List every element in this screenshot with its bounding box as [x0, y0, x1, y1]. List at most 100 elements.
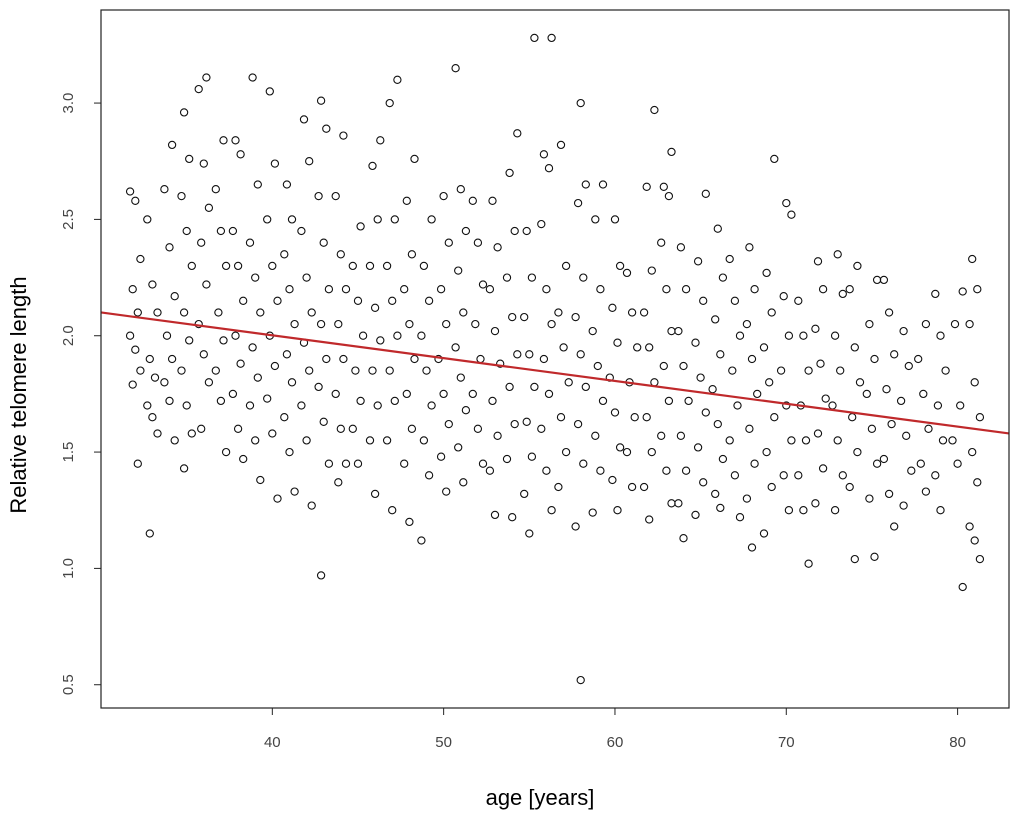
data-point [179, 108, 189, 117]
data-point [571, 312, 580, 322]
data-point [537, 219, 546, 229]
data-point [598, 180, 608, 189]
data-point [170, 292, 179, 301]
data-point [143, 401, 152, 410]
data-point [290, 319, 299, 329]
data-point [879, 454, 889, 464]
data-point [799, 331, 808, 340]
data-point [302, 436, 311, 445]
data-point [239, 454, 248, 464]
data-point [581, 382, 590, 392]
data-point [899, 326, 908, 336]
data-point [493, 431, 502, 440]
data-point [525, 350, 534, 359]
data-point [233, 424, 243, 433]
data-point [508, 312, 517, 322]
data-points [125, 33, 985, 685]
data-point [579, 273, 588, 282]
data-point [248, 73, 257, 82]
data-point [973, 285, 982, 294]
data-point [368, 366, 377, 375]
data-point [919, 389, 928, 399]
data-point [855, 378, 865, 387]
data-point [693, 443, 703, 452]
data-point [478, 280, 488, 289]
data-point [148, 413, 157, 422]
data-point [182, 226, 191, 236]
data-point [853, 447, 862, 457]
data-point [150, 373, 160, 382]
data-point [708, 385, 717, 394]
data-point [591, 215, 600, 224]
data-point [148, 280, 157, 289]
data-point [419, 436, 429, 445]
data-point [659, 182, 668, 191]
data-point [436, 452, 446, 461]
data-point [456, 185, 465, 194]
data-point [133, 308, 142, 317]
data-point [716, 503, 725, 513]
data-point [579, 459, 588, 468]
data-point [145, 354, 154, 364]
data-point [767, 482, 776, 492]
data-point [219, 136, 228, 145]
data-point [265, 87, 274, 96]
data-point [314, 191, 323, 201]
data-point [956, 401, 965, 410]
data-point [747, 543, 757, 552]
data-point [513, 350, 522, 359]
data-point [735, 331, 745, 340]
data-point [402, 389, 411, 399]
data-point [968, 254, 977, 264]
data-point [459, 308, 468, 317]
data-point [162, 331, 172, 340]
data-point [388, 296, 397, 305]
data-point [596, 466, 605, 475]
data-point [133, 459, 142, 468]
data-point [282, 350, 292, 359]
data-point [204, 378, 214, 387]
data-point [936, 331, 945, 340]
data-point [478, 459, 488, 468]
data-point [461, 406, 471, 415]
data-point [865, 319, 874, 329]
data-point [510, 226, 519, 236]
data-point [782, 401, 791, 410]
data-point [664, 396, 674, 406]
data-point [870, 354, 879, 364]
data-point [564, 378, 573, 387]
data-point [745, 424, 754, 433]
data-point [838, 289, 847, 299]
data-point [711, 489, 720, 499]
data-point [385, 366, 394, 375]
data-point [365, 261, 375, 271]
data-point [353, 459, 363, 468]
data-point [187, 429, 196, 438]
data-point [177, 191, 186, 201]
data-point [539, 150, 549, 159]
data-point [576, 98, 585, 108]
data-point [699, 296, 708, 305]
data-point [424, 296, 434, 305]
data-point [762, 268, 771, 278]
data-point [674, 499, 683, 508]
data-point [890, 350, 899, 359]
data-point [136, 366, 145, 375]
data-point [454, 443, 463, 452]
data-point [456, 373, 465, 382]
data-point [872, 275, 882, 285]
data-point [299, 115, 309, 124]
data-point [742, 319, 752, 329]
data-point [933, 401, 943, 410]
data-point [598, 396, 608, 406]
data-point [263, 394, 272, 403]
data-point [902, 431, 911, 440]
data-point [659, 361, 668, 371]
data-point [850, 554, 859, 564]
data-point [442, 319, 451, 329]
data-point [890, 522, 899, 531]
data-point [627, 308, 637, 317]
data-point [958, 287, 967, 296]
data-point [684, 396, 693, 406]
data-point [542, 285, 551, 294]
